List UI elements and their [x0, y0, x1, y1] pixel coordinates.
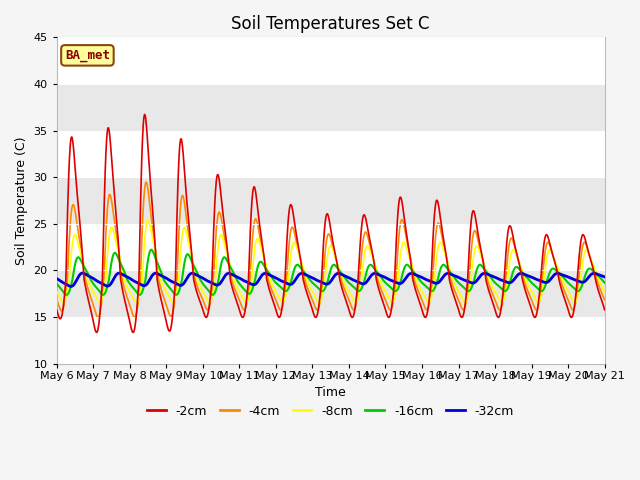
Text: BA_met: BA_met [65, 49, 110, 62]
Bar [57, 270, 605, 317]
Title: Soil Temperatures Set C: Soil Temperatures Set C [232, 15, 430, 33]
Bar [57, 317, 605, 364]
Bar [57, 37, 605, 84]
Legend: -2cm, -4cm, -8cm, -16cm, -32cm: -2cm, -4cm, -8cm, -16cm, -32cm [142, 400, 519, 423]
Bar [57, 224, 605, 270]
Y-axis label: Soil Temperature (C): Soil Temperature (C) [15, 136, 28, 265]
X-axis label: Time: Time [316, 386, 346, 399]
Bar [57, 131, 605, 177]
Bar [57, 84, 605, 131]
Bar [57, 177, 605, 224]
